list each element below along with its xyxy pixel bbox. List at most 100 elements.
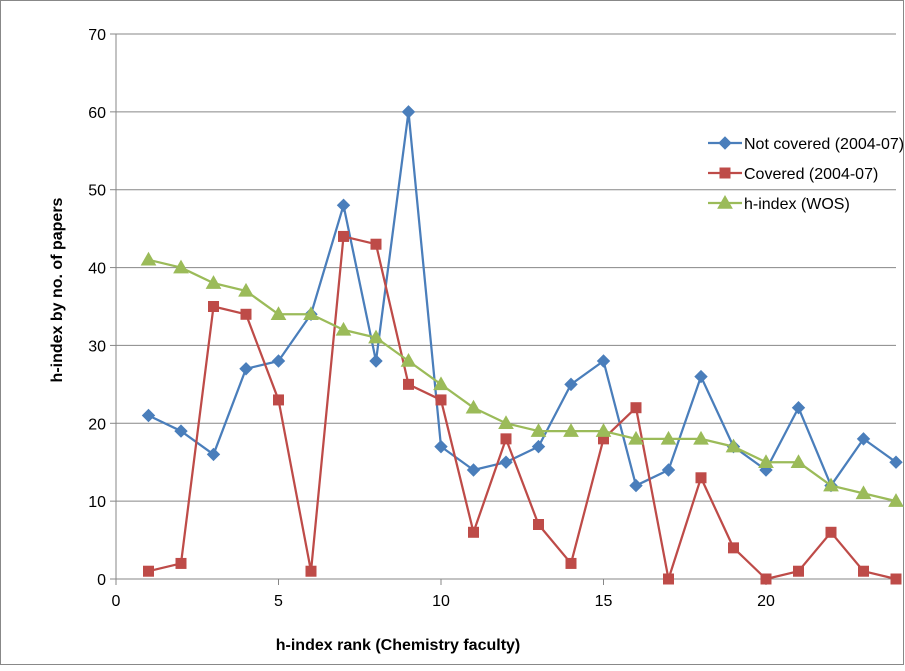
x-tick-label: 10	[432, 593, 450, 610]
y-tick-labels: 0 10 20 30 40 50 60 70	[88, 27, 116, 589]
data-point-square	[273, 394, 284, 406]
data-point-diamond	[271, 354, 286, 368]
y-tick-label: 0	[97, 572, 106, 589]
data-point-square	[719, 167, 731, 179]
data-point-diamond	[661, 463, 676, 477]
series-2	[140, 251, 904, 507]
data-point-triangle	[173, 259, 189, 274]
data-point-square	[468, 526, 479, 538]
data-point-diamond	[466, 463, 481, 477]
data-point-square	[728, 542, 739, 554]
y-axis-title: h-index by no. of papers	[49, 197, 66, 382]
legend-label: Covered (2004-07)	[744, 166, 878, 183]
series-line	[148, 258, 897, 503]
data-point-diamond	[434, 439, 448, 454]
data-point-diamond	[499, 455, 513, 469]
y-tick-label: 50	[88, 183, 106, 200]
data-point-triangle	[888, 493, 904, 507]
data-point-square	[630, 402, 642, 414]
data-point-square	[890, 573, 902, 585]
data-point-triangle	[823, 477, 839, 492]
data-point-diamond	[141, 408, 156, 423]
data-point-square	[565, 557, 577, 569]
data-point-diamond	[596, 354, 611, 368]
legend-label: h-index (WOS)	[744, 196, 850, 213]
data-point-square	[760, 573, 772, 585]
data-point-triangle	[790, 454, 807, 468]
legend-entry: h-index (WOS)	[708, 194, 850, 213]
data-point-square	[858, 565, 869, 577]
data-point-triangle	[433, 376, 449, 391]
data-point-square	[793, 565, 804, 577]
x-tick-label: 20	[757, 593, 775, 610]
x-tick-label: 5	[274, 593, 283, 610]
series-1	[143, 230, 902, 585]
x-tick-label: 0	[112, 593, 121, 610]
y-tick-label: 30	[88, 338, 106, 355]
data-point-diamond	[889, 455, 903, 469]
data-point-square	[500, 433, 512, 445]
data-point-triangle	[368, 329, 384, 344]
data-point-triangle	[335, 321, 352, 336]
data-point-diamond	[718, 136, 732, 150]
data-point-diamond	[174, 424, 188, 438]
data-point-square	[338, 230, 349, 242]
data-point-triangle	[595, 423, 612, 437]
legend-entry: Covered (2004-07)	[708, 166, 878, 183]
data-point-triangle	[238, 282, 254, 297]
data-point-triangle	[303, 306, 319, 321]
data-point-square	[435, 394, 447, 406]
data-point-square	[143, 565, 154, 577]
data-point-square	[533, 519, 544, 530]
data-point-triangle	[498, 415, 514, 430]
data-point-triangle	[717, 194, 733, 209]
series-layer	[140, 105, 904, 585]
data-point-triangle	[758, 454, 774, 468]
data-point-diamond	[531, 439, 546, 454]
y-tick-label: 10	[88, 494, 106, 511]
data-point-triangle	[205, 275, 222, 289]
series-0	[141, 105, 903, 493]
data-point-diamond	[336, 198, 351, 212]
x-tick-label: 15	[595, 593, 613, 610]
data-point-triangle	[660, 430, 677, 445]
data-point-triangle	[530, 423, 547, 437]
data-point-diamond	[564, 377, 578, 392]
data-point-diamond	[401, 105, 416, 119]
y-tick-label: 40	[88, 261, 106, 278]
legend: Not covered (2004-07) Covered (2004-07) h-…	[708, 136, 904, 213]
data-point-square	[403, 378, 414, 390]
data-point-triangle	[140, 251, 157, 266]
gridlines	[116, 33, 896, 502]
data-point-triangle	[855, 485, 872, 500]
legend-label: Not covered (2004-07)	[744, 136, 904, 153]
data-point-diamond	[694, 369, 708, 384]
data-point-triangle	[270, 306, 287, 321]
data-point-square	[305, 565, 317, 577]
data-point-triangle	[400, 352, 417, 367]
y-tick-label: 70	[88, 27, 106, 44]
data-point-square	[240, 308, 252, 320]
x-axis-title: h-index rank (Chemistry faculty)	[276, 637, 521, 654]
data-point-triangle	[465, 399, 482, 414]
data-point-diamond	[629, 478, 643, 493]
y-tick-label: 20	[88, 416, 106, 433]
data-point-diamond	[791, 401, 806, 415]
data-point-triangle	[693, 430, 709, 445]
data-point-square	[208, 301, 219, 312]
data-point-triangle	[563, 423, 579, 437]
data-point-square	[175, 557, 187, 569]
data-point-diamond	[206, 447, 221, 462]
legend-entry: Not covered (2004-07)	[708, 136, 904, 153]
data-point-triangle	[725, 438, 742, 453]
data-point-square	[695, 472, 707, 484]
data-point-square	[825, 526, 837, 538]
series-line	[148, 110, 897, 487]
data-point-square	[663, 573, 674, 585]
data-point-diamond	[856, 432, 871, 446]
data-point-square	[370, 238, 382, 250]
data-point-diamond	[239, 362, 253, 376]
